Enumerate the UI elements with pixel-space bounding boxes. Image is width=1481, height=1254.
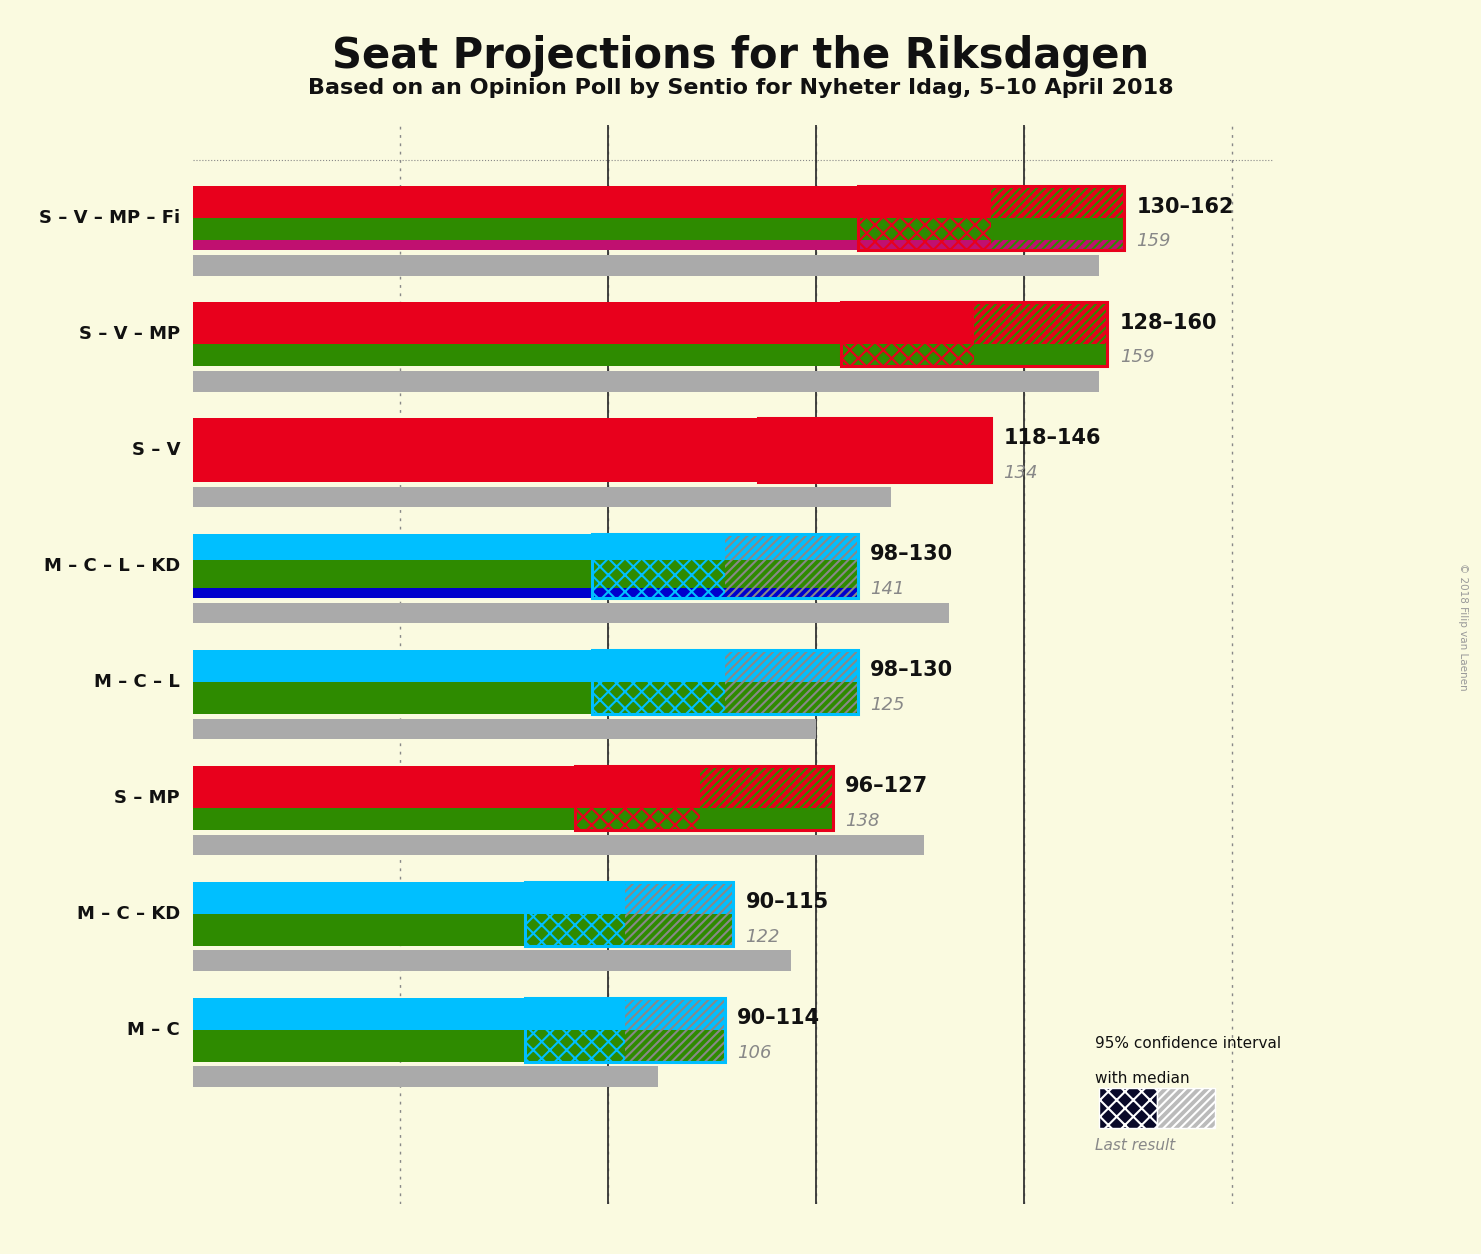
Bar	[974, 344, 1108, 366]
Text: with median: with median	[1094, 1071, 1189, 1086]
Bar	[592, 650, 724, 682]
Text: 118–146: 118–146	[1004, 429, 1100, 449]
Bar	[193, 808, 575, 830]
Bar	[592, 534, 724, 559]
Text: 128–160: 128–160	[1120, 312, 1217, 332]
Bar	[724, 682, 857, 714]
Bar	[874, 418, 991, 482]
Bar	[857, 187, 991, 218]
Bar	[575, 766, 832, 830]
Bar	[526, 882, 625, 914]
Bar	[991, 241, 1124, 250]
Bar	[625, 914, 733, 946]
Bar	[857, 187, 1124, 250]
Bar	[526, 998, 724, 1062]
Bar	[758, 418, 991, 482]
Bar	[575, 808, 701, 830]
Bar	[701, 808, 832, 830]
Text: 95% confidence interval: 95% confidence interval	[1094, 1036, 1281, 1051]
Bar	[724, 588, 857, 598]
Bar	[193, 344, 841, 366]
Text: M – C – L: M – C – L	[95, 673, 181, 691]
Bar	[592, 534, 857, 598]
Bar	[592, 682, 724, 714]
Text: © 2018 Filip van Laenen: © 2018 Filip van Laenen	[1459, 563, 1468, 691]
Text: M – C: M – C	[127, 1021, 181, 1038]
Text: S – V – MP – Fi: S – V – MP – Fi	[39, 209, 181, 227]
Bar	[193, 603, 949, 623]
Bar	[193, 418, 758, 482]
Bar	[841, 302, 1108, 366]
Text: 130–162: 130–162	[1136, 197, 1234, 217]
Text: Seat Projections for the Riksdagen: Seat Projections for the Riksdagen	[332, 35, 1149, 76]
Bar	[193, 534, 592, 559]
Bar	[592, 559, 724, 588]
Bar	[841, 344, 974, 366]
Bar	[724, 650, 857, 682]
Text: 106: 106	[738, 1045, 772, 1062]
Text: 159: 159	[1136, 232, 1171, 251]
Text: S – V – MP: S – V – MP	[78, 325, 181, 344]
Text: 90–115: 90–115	[745, 893, 829, 913]
Bar	[575, 766, 701, 808]
Bar	[724, 534, 857, 559]
Bar	[193, 255, 1099, 276]
Bar	[991, 218, 1124, 241]
Bar	[193, 1066, 658, 1087]
Text: 138: 138	[846, 813, 880, 830]
Text: 125: 125	[871, 696, 905, 715]
Text: 96–127: 96–127	[846, 776, 929, 796]
Bar	[701, 766, 832, 808]
Text: M – C – L – KD: M – C – L – KD	[44, 557, 181, 576]
Text: 134: 134	[1004, 464, 1038, 483]
Bar	[193, 487, 892, 508]
Bar	[193, 187, 857, 218]
Bar	[193, 650, 592, 682]
Bar	[592, 650, 857, 714]
Text: S – V: S – V	[132, 441, 181, 459]
Bar	[857, 218, 991, 241]
Bar	[857, 241, 991, 250]
Bar	[991, 187, 1124, 218]
Bar	[526, 1030, 625, 1062]
Bar	[841, 302, 974, 344]
Bar	[193, 588, 592, 598]
Bar	[724, 559, 857, 588]
Bar	[526, 882, 733, 946]
Bar	[193, 371, 1099, 391]
Text: 98–130: 98–130	[871, 661, 954, 681]
Text: Based on an Opinion Poll by Sentio for Nyheter Idag, 5–10 April 2018: Based on an Opinion Poll by Sentio for N…	[308, 78, 1173, 98]
Bar	[974, 302, 1108, 344]
Text: 90–114: 90–114	[738, 1008, 820, 1028]
Bar	[193, 559, 592, 588]
Bar	[592, 588, 724, 598]
Bar	[526, 998, 625, 1030]
Bar	[193, 951, 791, 972]
Text: M – C – KD: M – C – KD	[77, 905, 181, 923]
Bar	[193, 882, 526, 914]
Text: 141: 141	[871, 581, 905, 598]
Bar	[193, 218, 857, 241]
Bar	[625, 1030, 724, 1062]
Bar	[625, 882, 733, 914]
Text: Last result: Last result	[1094, 1137, 1174, 1152]
Bar	[1099, 1088, 1157, 1129]
Bar	[193, 241, 857, 250]
Bar	[193, 1030, 526, 1062]
Bar	[193, 834, 924, 855]
Text: 159: 159	[1120, 349, 1154, 366]
Text: 122: 122	[745, 928, 780, 946]
Bar	[193, 914, 526, 946]
Bar	[758, 418, 874, 482]
Bar	[625, 998, 724, 1030]
Bar	[526, 914, 625, 946]
Bar	[193, 719, 816, 740]
Bar	[193, 766, 575, 808]
Bar	[193, 998, 526, 1030]
Bar	[193, 682, 592, 714]
Text: 98–130: 98–130	[871, 544, 954, 564]
Text: S – MP: S – MP	[114, 789, 181, 808]
Bar	[1157, 1088, 1216, 1129]
Bar	[193, 302, 841, 344]
